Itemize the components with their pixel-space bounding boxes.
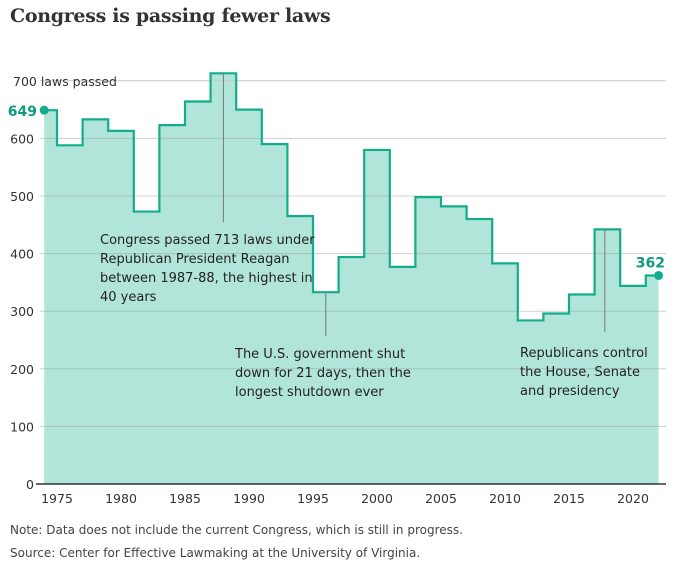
end-value-label: 362 [636, 255, 665, 271]
x-tick-label: 2005 [425, 491, 457, 506]
y-tick-label: 100 [10, 419, 34, 434]
annotation-text: The U.S. government shut down for 21 days… [234, 347, 411, 400]
y-tick-label: 500 [10, 189, 34, 204]
start-value-label: 649 [8, 104, 37, 120]
step-chart: 0 100 200 300 400 500 600 700 laws passed 1975 19… [8, 72, 666, 506]
annotation-line: and presidency [520, 384, 620, 399]
annotation-line: between 1987-88, the highest in [100, 271, 313, 286]
start-point [39, 105, 49, 115]
y-tick-label: 200 [10, 362, 34, 377]
step-line [44, 72, 659, 322]
x-tick-label: 2010 [489, 491, 521, 506]
annotation-line: longest shutdown ever [235, 385, 384, 400]
end-point [654, 270, 664, 280]
x-tick-label: 2020 [617, 491, 649, 506]
chart-source: Source: Center for Effective Lawmaking a… [10, 546, 421, 560]
annotation-line: Congress passed 713 laws under [100, 233, 315, 248]
x-tick-label: 2000 [361, 491, 393, 506]
annotation-line: the House, Senate [520, 365, 640, 380]
y-tick-label: 300 [10, 304, 34, 319]
y-tick-label: 400 [10, 247, 34, 262]
annotation-line: The U.S. government shut [234, 347, 405, 362]
x-tick-label: 1980 [105, 491, 137, 506]
x-tick-label: 1990 [233, 491, 265, 506]
annotation-text: Congress passed 713 laws under Republican… [100, 233, 315, 305]
annotation-line: down for 21 days, then the [235, 366, 411, 381]
annotation-text: Republicans control the House, Senate and … [520, 346, 648, 399]
y-tick-label: 0 [26, 477, 34, 492]
y-axis-inline-label: 700 laws passed [13, 74, 117, 89]
annotation-line: 40 years [100, 290, 157, 305]
chart-note: Note: Data does not include the current … [10, 523, 463, 537]
x-tick-label: 1975 [41, 491, 73, 506]
x-tick-label: 1995 [297, 491, 329, 506]
chart-title: Congress is passing fewer laws [10, 5, 331, 27]
x-tick-label: 1985 [169, 491, 201, 506]
x-tick-label: 2015 [553, 491, 585, 506]
annotation-line: Republican President Reagan [100, 252, 290, 267]
y-tick-label: 600 [10, 131, 34, 146]
annotation-line: Republicans control [520, 346, 648, 361]
area-fill [44, 73, 659, 484]
